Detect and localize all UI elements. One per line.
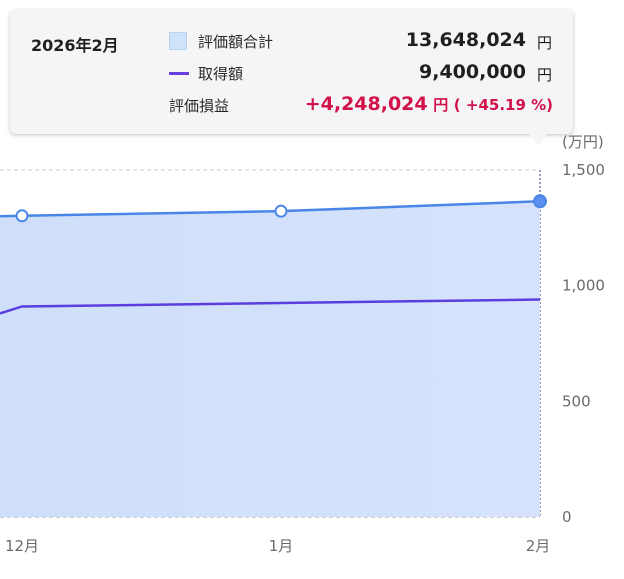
cost-line [0, 298, 541, 315]
valuation-line [0, 200, 541, 218]
x-tick-label: 12月 [5, 537, 39, 555]
tooltip-gain: +4,248,024 円 ( +45.19 %) [305, 93, 553, 115]
y-tick-label: 500 [562, 392, 591, 410]
tooltip-valuation-label: 評価額合計 [198, 33, 274, 51]
cost-legend-swatch [169, 72, 189, 75]
tooltip-valuation-value: 13,648,024 [405, 29, 526, 51]
y-unit-label: (万円) [562, 133, 604, 151]
y-tick-label: 0 [562, 508, 572, 526]
tooltip-cost-value: 9,400,000 [419, 61, 526, 83]
x-tick-label: 1月 [269, 537, 294, 555]
y-tick-label: 1,000 [562, 277, 605, 295]
tooltip-gain-unit: 円 [433, 96, 449, 114]
x-tick-label: 2月 [526, 537, 551, 555]
valuation-point [15, 209, 29, 223]
tooltip-gain-label: 評価損益 [169, 97, 230, 115]
tooltip-pointer [527, 132, 549, 145]
tooltip-valuation-unit: 円 [536, 34, 552, 52]
tooltip-cost-unit: 円 [536, 66, 552, 84]
valuation-area [0, 201, 540, 518]
tooltip-date: 2026年2月 [31, 36, 119, 55]
tooltip-gain-value: +4,248,024 [304, 93, 428, 115]
valuation-point [274, 204, 288, 218]
y-tick-label: 1,500 [562, 161, 605, 179]
tooltip-gain-percent: ( +45.19 %) [453, 96, 553, 114]
tooltip-cost-label: 取得額 [198, 65, 244, 83]
valuation-legend-swatch [169, 32, 187, 50]
data-tooltip: 2026年2月 評価額合計 13,648,024 円 取得額 9,400,000… [10, 10, 573, 134]
valuation-point-active [533, 194, 547, 209]
